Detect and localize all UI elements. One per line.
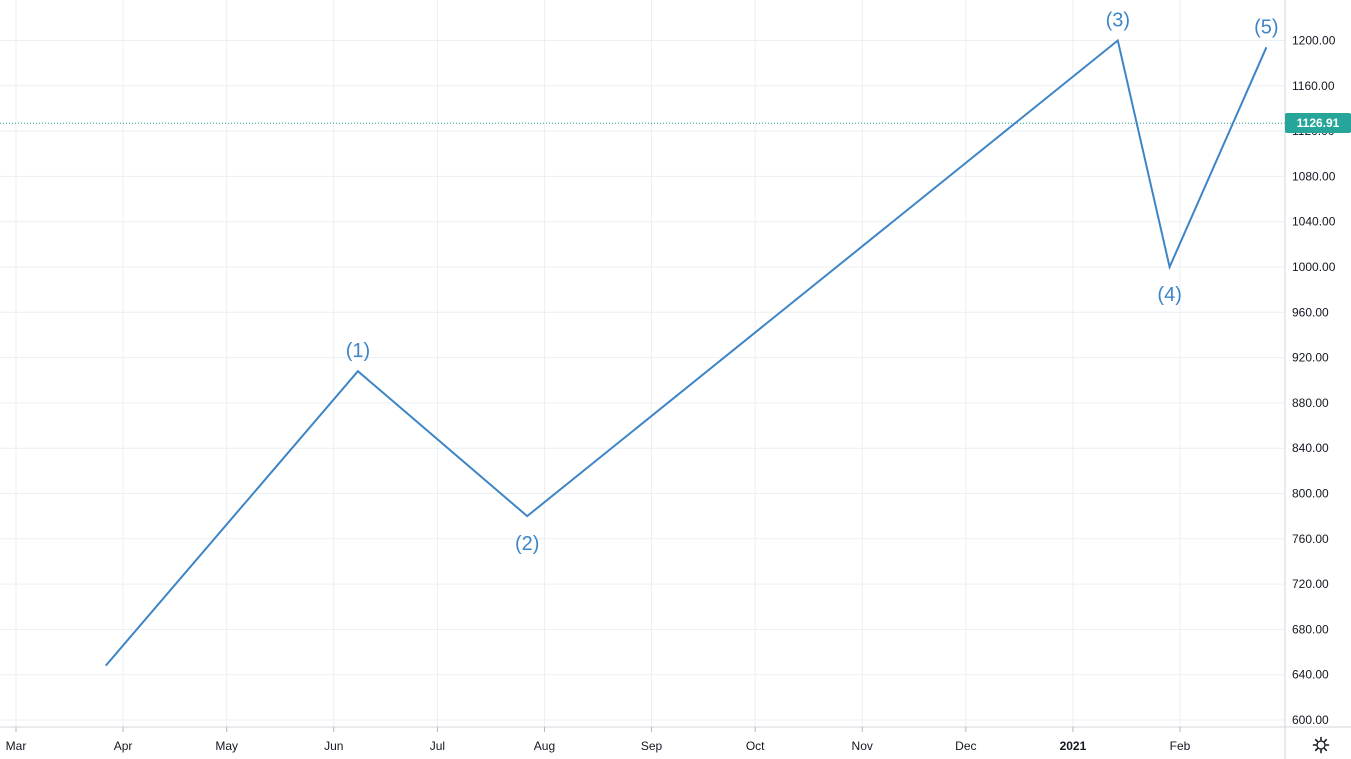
y-tick-label: 960.00: [1292, 305, 1329, 319]
elliott-wave-line[interactable]: [105, 38, 1268, 667]
time-axis[interactable]: Mar Apr May Jun Jul Aug Sep Oct Nov Dec 2021 Feb: [6, 727, 1191, 753]
y-tick-label: 1160.00: [1292, 79, 1335, 93]
y-tick-label: 920.00: [1292, 351, 1329, 365]
wave-label: (2): [515, 533, 539, 555]
price-axis[interactable]: 600.00 640.00 680.00 720.00 760.00 800.00 840.…: [1292, 34, 1336, 728]
x-tick-label: Jun: [324, 739, 343, 753]
x-tick-label: 2021: [1060, 739, 1087, 753]
x-tick-label: Sep: [641, 739, 663, 753]
x-tick-label: Feb: [1170, 739, 1191, 753]
x-tick-label: Oct: [746, 739, 765, 753]
y-tick-label: 1000.00: [1292, 260, 1336, 274]
y-tick-label: 840.00: [1292, 441, 1329, 455]
wave-label: (1): [346, 340, 370, 362]
settings-gear-icon[interactable]: [1309, 733, 1333, 757]
y-tick-label: 800.00: [1292, 487, 1329, 501]
x-tick-label: May: [215, 739, 238, 753]
y-tick-label: 1040.00: [1292, 215, 1336, 229]
x-tick-label: Dec: [955, 739, 976, 753]
grid-lines: [0, 0, 1285, 727]
x-tick-label: Nov: [852, 739, 873, 753]
y-tick-label: 1080.00: [1292, 169, 1336, 183]
y-tick-label: 880.00: [1292, 396, 1329, 410]
last-price-badge: 1126.91: [1285, 113, 1351, 134]
wave-label: (4): [1157, 284, 1181, 306]
y-tick-label: 1200.00: [1292, 34, 1336, 48]
y-tick-label: 600.00: [1292, 713, 1329, 727]
y-tick-label: 720.00: [1292, 577, 1329, 591]
x-tick-label: Mar: [6, 739, 27, 753]
wave-label: (5): [1254, 16, 1278, 38]
wave-labels: (1) (2) (3) (4) (5): [346, 10, 1279, 556]
x-tick-label: Jul: [430, 739, 445, 753]
x-tick-label: Apr: [114, 739, 133, 753]
x-tick-label: Aug: [534, 739, 555, 753]
y-tick-label: 680.00: [1292, 622, 1329, 636]
y-tick-label: 760.00: [1292, 532, 1329, 546]
wave-label: (3): [1106, 10, 1130, 32]
y-tick-label: 640.00: [1292, 668, 1329, 682]
